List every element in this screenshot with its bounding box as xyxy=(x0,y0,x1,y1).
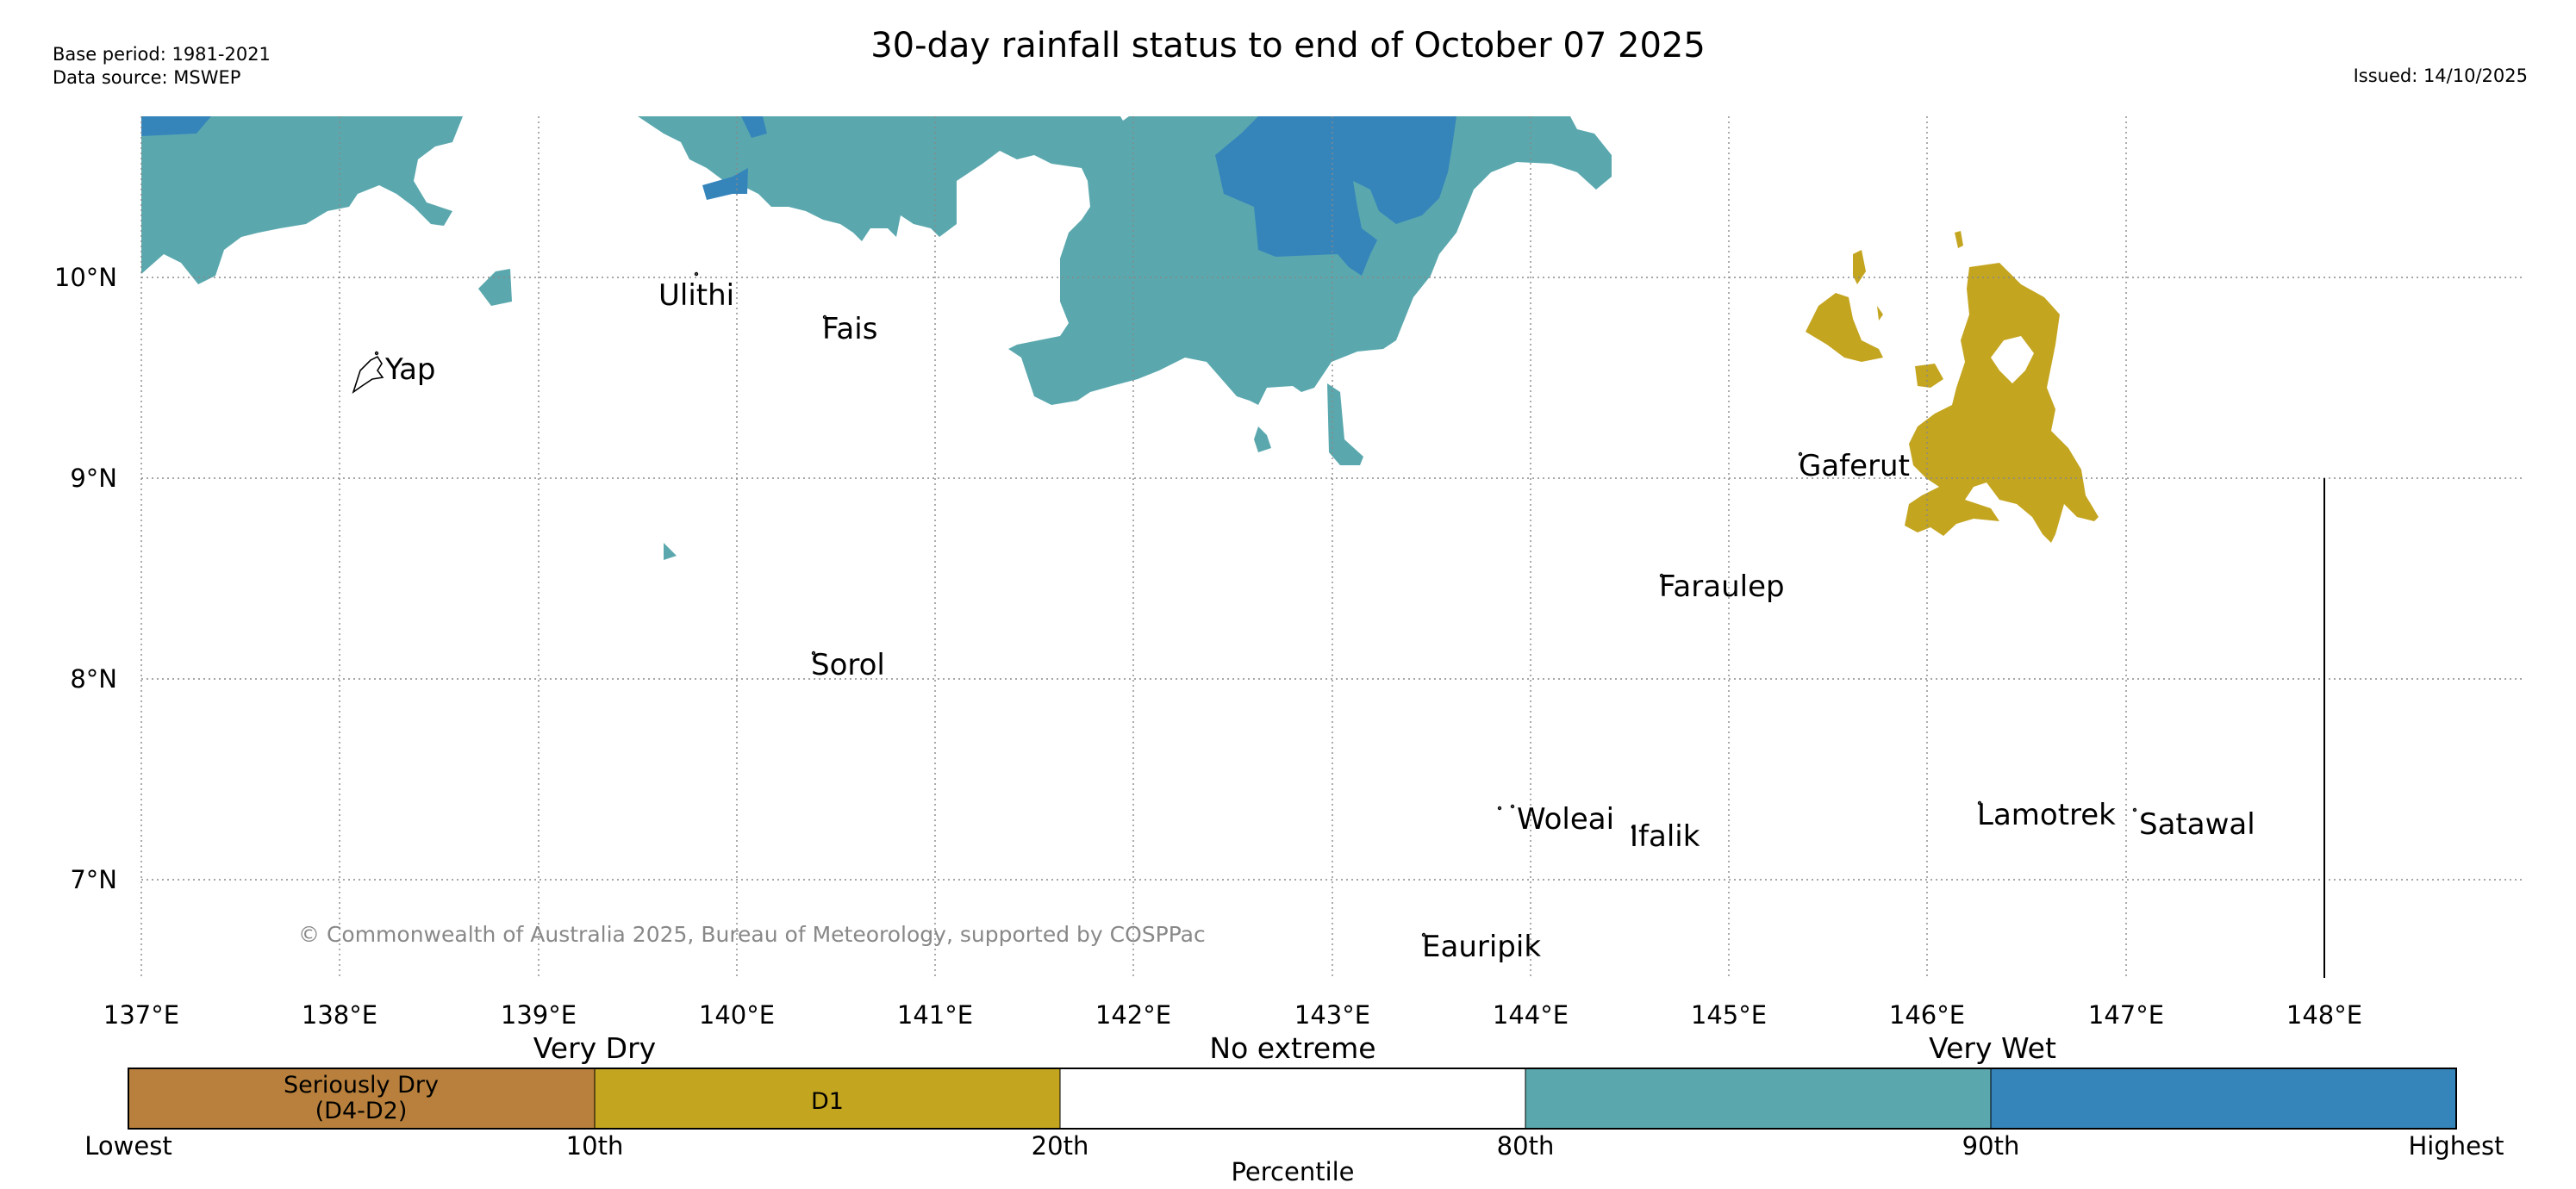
region-very-wet-islet xyxy=(478,269,512,306)
percentile-label: 10th xyxy=(566,1131,624,1161)
percentile-label: Highest xyxy=(2409,1131,2504,1161)
copyright-notice: © Commonwealth of Australia 2025, Bureau… xyxy=(298,922,1206,947)
legend-border xyxy=(128,1068,2457,1130)
legend-seg-no-extreme xyxy=(1060,1068,1525,1129)
region-very-wet-west xyxy=(141,116,463,284)
place-label-faraulep: Faraulep xyxy=(1659,570,1785,604)
lon-tick: 148°E xyxy=(2286,1000,2362,1030)
base-period-text: Base period: 1981-2021 xyxy=(53,44,271,65)
place-label-ulithi: Ulithi xyxy=(658,278,734,313)
lon-tick: 137°E xyxy=(103,1000,179,1030)
place-label-sorol: Sorol xyxy=(811,648,885,682)
lon-tick: 141°E xyxy=(897,1000,973,1030)
place-label-gaferut: Gaferut xyxy=(1799,449,1910,483)
legend-seg-90th xyxy=(1525,1068,1991,1129)
legend-seg-label: Seriously Dry xyxy=(284,1072,439,1099)
percentile-axis-label: Percentile xyxy=(1231,1157,1354,1186)
lat-tick: 7°N xyxy=(70,865,117,894)
island-markers xyxy=(352,271,2137,937)
place-label-satawal: Satawal xyxy=(2139,807,2255,842)
rainfall-regions xyxy=(141,116,2099,560)
lon-tick: 145°E xyxy=(1691,1000,1767,1030)
region-very-wet-inner xyxy=(1353,181,1396,241)
place-label-woleai: Woleai xyxy=(1517,802,1614,837)
region-very-wet-islet-4 xyxy=(1327,383,1363,465)
percentile-label: 20th xyxy=(1032,1131,1089,1161)
region-d1-islet-1 xyxy=(1853,250,1866,284)
region-very-wet-islet-2 xyxy=(664,543,677,560)
region-highest-ulithi xyxy=(702,168,748,200)
lon-tick: 139°E xyxy=(501,1000,577,1030)
lon-tick: 140°E xyxy=(699,1000,775,1030)
legend-group-very-dry: Very Dry xyxy=(533,1031,656,1065)
place-label-fais: Fais xyxy=(822,312,877,346)
region-highest-central xyxy=(1215,116,1456,276)
page-title: 30-day rainfall status to end of October… xyxy=(870,26,1706,65)
lon-tick: 147°E xyxy=(2088,1000,2164,1030)
lat-tick: 9°N xyxy=(70,464,117,493)
legend-seg-label: D1 xyxy=(811,1088,844,1115)
region-d1-gap xyxy=(1991,336,2034,383)
header-meta: Base period: 1981-2021 Data source: MSWE… xyxy=(53,43,271,90)
lat-tick: 8°N xyxy=(70,664,117,694)
lat-ticks: 10°N 9°N 8°N 7°N xyxy=(54,263,117,894)
lon-tick: 138°E xyxy=(302,1000,377,1030)
place-label-ifalik: Ifalik xyxy=(1630,819,1700,854)
place-label-lamotrek: Lamotrek xyxy=(1977,798,2116,832)
legend-group-no-extreme: No extreme xyxy=(1209,1031,1375,1065)
gridlines xyxy=(140,116,2523,978)
percentile-label: 90th xyxy=(1962,1131,2020,1161)
legend-seg-label: (D4-D2) xyxy=(315,1098,408,1124)
lon-tick: 144°E xyxy=(1493,1000,1569,1030)
percentile-label: Lowest xyxy=(84,1131,172,1161)
legend-seg-d1 xyxy=(595,1068,1060,1129)
region-d1-main xyxy=(1905,263,2099,543)
lon-ticks: 137°E 138°E 139°E 140°E 141°E 142°E 143°… xyxy=(103,1000,2362,1030)
lon-tick: 146°E xyxy=(1889,1000,1965,1030)
data-source-text: Data source: MSWEP xyxy=(53,67,241,88)
lon-tick: 143°E xyxy=(1294,1000,1370,1030)
place-labels: Ulithi Fais Yap Gaferut Faraulep Sorol W… xyxy=(384,278,2255,964)
percentile-label: 80th xyxy=(1497,1131,1555,1161)
lat-tick: 10°N xyxy=(54,263,117,292)
yap-island-outline xyxy=(352,355,384,395)
legend-seg-seriously-dry xyxy=(128,1068,595,1129)
legend: Very Dry No extreme Very Wet Seriously D… xyxy=(84,1031,2504,1186)
region-very-wet-central xyxy=(638,116,1612,405)
legend-group-very-wet: Very Wet xyxy=(1929,1031,2056,1065)
region-very-wet-islet-3 xyxy=(1254,426,1271,452)
issued-date: Issued: 14/10/2025 xyxy=(2353,65,2528,86)
region-highest-west xyxy=(141,116,211,136)
legend-seg-highest xyxy=(1991,1068,2456,1129)
place-label-yap: Yap xyxy=(384,352,436,387)
region-d1-islet-3 xyxy=(1955,231,1963,248)
place-label-eauripik: Eauripik xyxy=(1422,930,1541,964)
region-d1-west xyxy=(1806,293,1883,362)
lon-tick: 142°E xyxy=(1095,1000,1171,1030)
region-highest-small xyxy=(741,116,767,138)
region-d1-islet-2 xyxy=(1877,306,1883,321)
region-d1-islet-4 xyxy=(1915,364,1943,388)
